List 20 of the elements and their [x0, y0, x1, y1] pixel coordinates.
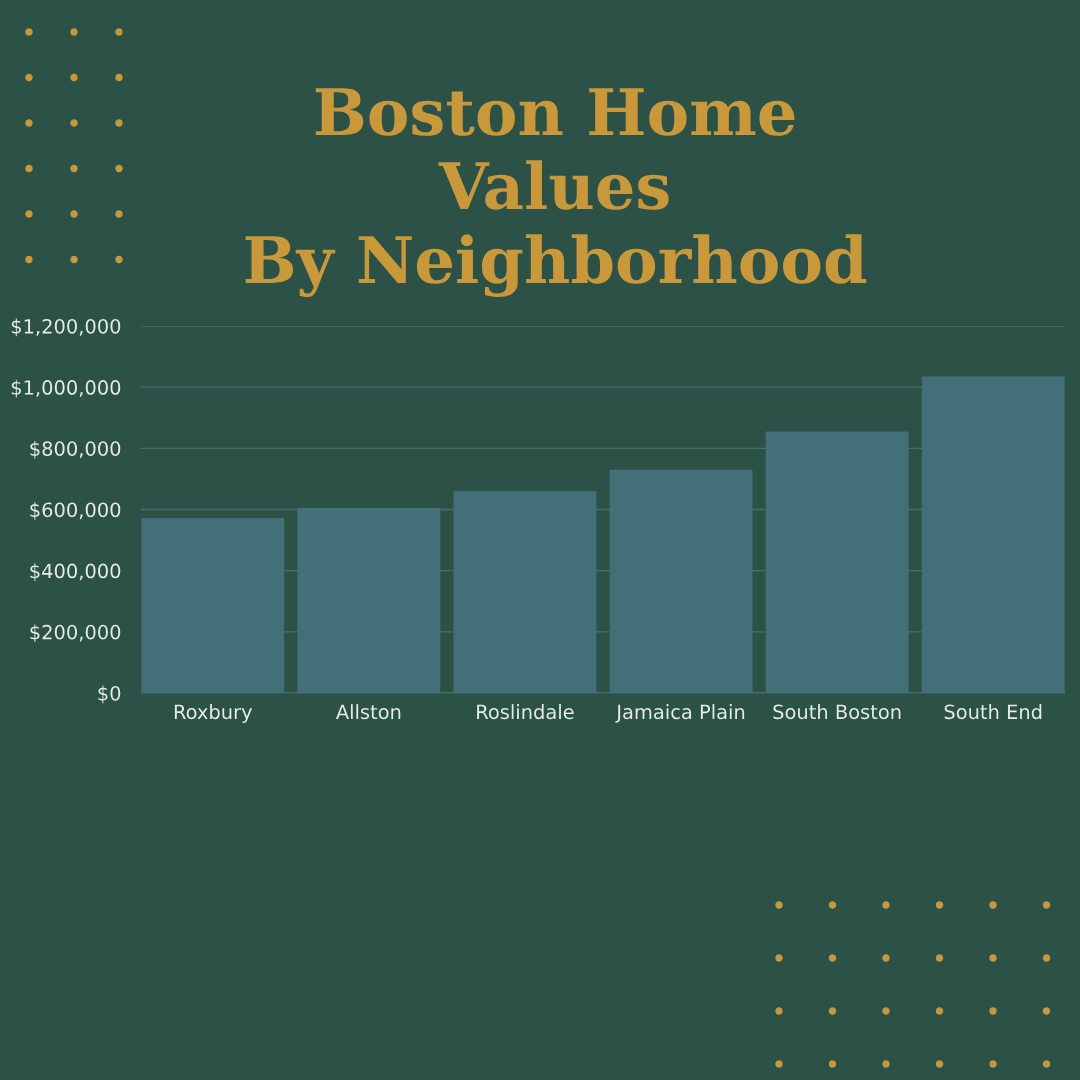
- bar: [609, 469, 753, 693]
- chart-title: Boston Home Values By Neighborhood: [245, 88, 867, 298]
- x-tick-label: South Boston: [773, 704, 901, 720]
- y-tick-label: $400,000: [30, 563, 121, 581]
- x-tick-label: Roslindale: [477, 704, 574, 720]
- y-tick-label: $1,000,000: [11, 379, 121, 398]
- x-tick-label: Roxbury: [174, 704, 253, 723]
- bar: [453, 491, 597, 693]
- x-tick-label: South End: [944, 704, 1042, 720]
- bar: [921, 376, 1065, 693]
- y-tick-label: $0: [98, 685, 121, 704]
- x-tick-label: Allston: [335, 704, 401, 720]
- bar: [141, 518, 285, 693]
- x-tick-label: Jamaica Plain: [615, 704, 745, 723]
- bar: [297, 507, 441, 693]
- y-tick-label: $800,000: [30, 440, 121, 459]
- y-tick-label: $1,200,000: [11, 318, 121, 337]
- y-tick-label: $600,000: [30, 502, 121, 520]
- bar: [765, 431, 909, 693]
- y-tick-label: $200,000: [30, 624, 121, 643]
